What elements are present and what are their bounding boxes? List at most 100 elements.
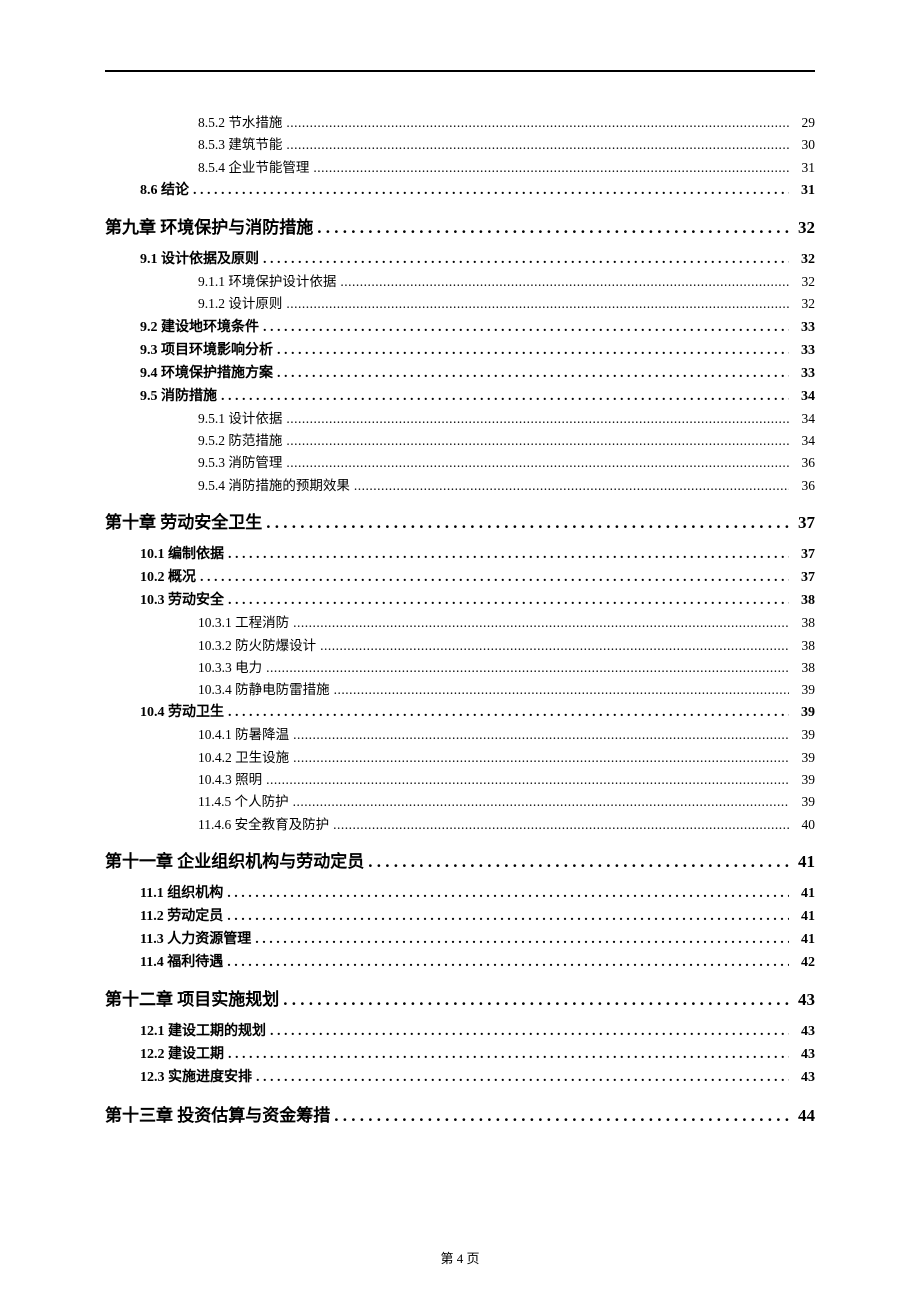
toc-entry: 第十一章 企业组织机构与劳动定员41 [105,848,815,876]
toc-entry-page: 38 [793,589,815,612]
toc-entry-label: 11.4 福利待遇 [140,951,223,974]
toc-entry: 9.2 建设地环境条件 33 [105,316,815,339]
toc-entry-page: 34 [793,408,815,430]
toc-leader-dots [266,657,789,679]
toc-leader-dots [313,157,789,179]
toc-entry-page: 39 [793,679,815,701]
toc-leader-dots [263,248,789,271]
toc-leader-dots [286,112,789,134]
toc-leader-dots [286,134,789,156]
toc-entry-label: 12.2 建设工期 [140,1043,224,1066]
toc-entry-label: 8.5.4 企业节能管理 [198,157,309,179]
toc-leader-dots [317,214,789,242]
toc-entry: 11.2 劳动定员41 [105,905,815,928]
toc-entry: 10.1 编制依据37 [105,543,815,566]
toc-leader-dots [263,316,789,339]
toc-entry-page: 31 [793,157,815,179]
header-rule [105,70,815,72]
toc-entry-page: 29 [793,112,815,134]
toc-entry: 10.3.4 防静电防雷措施 39 [105,679,815,701]
toc-entry-label: 9.4 环境保护措施方案 [140,362,273,385]
page-footer: 第 4 页 [0,1248,920,1267]
toc-entry: 第十章 劳动安全卫生37 [105,509,815,537]
toc-entry: 9.4 环境保护措施方案 33 [105,362,815,385]
toc-entry-page: 38 [793,635,815,657]
toc-entry-page: 43 [793,1020,815,1043]
toc-entry-page: 39 [793,769,815,791]
toc-entry-label: 9.5 消防措施 [140,385,217,408]
toc-entry-label: 9.2 建设地环境条件 [140,316,259,339]
toc-entry: 10.3.3 电力38 [105,657,815,679]
toc-entry-page: 32 [793,293,815,315]
toc-entry-label: 8.6 结论 [140,179,189,202]
toc-entry: 11.4.5 个人防护39 [105,791,815,813]
toc-entry-page: 44 [793,1102,815,1130]
toc-entry: 10.4.2 卫生设施 39 [105,747,815,769]
toc-leader-dots [277,362,789,385]
toc-entry-page: 43 [793,1066,815,1089]
toc-entry-page: 38 [793,657,815,679]
toc-entry-label: 9.1.2 设计原则 [198,293,282,315]
toc-entry: 10.4.1 防暑降温 39 [105,724,815,746]
toc-entry-label: 9.5.1 设计依据 [198,408,282,430]
toc-entry-label: 第十一章 企业组织机构与劳动定员 [105,848,364,876]
toc-leader-dots [340,271,789,293]
toc-entry: 9.5.1 设计依据 34 [105,408,815,430]
toc-leader-dots [283,986,789,1014]
toc-leader-dots [256,1066,789,1089]
table-of-contents: 8.5.2 节水措施298.5.3 建筑节能308.5.4 企业节能管理318.… [105,112,815,1130]
toc-entry: 第十二章 项目实施规划43 [105,986,815,1014]
toc-entry-page: 37 [793,543,815,566]
toc-leader-dots [293,612,789,634]
toc-entry: 8.5.3 建筑节能30 [105,134,815,156]
toc-entry-label: 10.3 劳动安全 [140,589,224,612]
toc-entry-page: 40 [793,814,815,836]
toc-entry: 11.1 组织机构41 [105,882,815,905]
toc-entry-page: 32 [793,248,815,271]
toc-entry-page: 33 [793,362,815,385]
toc-entry-label: 11.1 组织机构 [140,882,223,905]
toc-entry-label: 9.1.1 环境保护设计依据 [198,271,336,293]
toc-leader-dots [293,747,789,769]
toc-entry: 9.5.4 消防措施的预期效果36 [105,475,815,497]
toc-entry-page: 39 [793,724,815,746]
toc-entry: 10.2 概况 37 [105,566,815,589]
toc-leader-dots [228,701,789,724]
toc-entry-label: 10.4.2 卫生设施 [198,747,289,769]
toc-entry: 10.3.2 防火防爆设计38 [105,635,815,657]
toc-entry: 9.5.2 防范措施34 [105,430,815,452]
toc-entry-label: 11.4.5 个人防护 [198,791,289,813]
toc-leader-dots [368,848,789,876]
toc-leader-dots [266,769,789,791]
toc-entry-label: 第十三章 投资估算与资金筹措 [105,1102,330,1130]
toc-entry-page: 39 [793,747,815,769]
toc-entry: 9.1.1 环境保护设计依据 32 [105,271,815,293]
toc-leader-dots [333,814,789,836]
toc-entry-label: 8.5.2 节水措施 [198,112,282,134]
toc-entry-label: 9.1 设计依据及原则 [140,248,259,271]
toc-leader-dots [354,475,789,497]
toc-entry: 8.5.2 节水措施 29 [105,112,815,134]
toc-entry: 8.5.4 企业节能管理 31 [105,157,815,179]
toc-entry-label: 10.4.3 照明 [198,769,262,791]
toc-entry-page: 37 [793,566,815,589]
toc-entry-label: 12.3 实施进度安排 [140,1066,252,1089]
toc-entry-label: 9.5.3 消防管理 [198,452,282,474]
toc-entry-label: 10.2 概况 [140,566,196,589]
toc-entry-label: 10.4.1 防暑降温 [198,724,289,746]
toc-entry: 第十三章 投资估算与资金筹措 44 [105,1102,815,1130]
toc-entry-page: 43 [793,986,815,1014]
toc-entry-page: 41 [793,928,815,951]
toc-entry-label: 11.3 人力资源管理 [140,928,251,951]
toc-leader-dots [193,179,789,202]
toc-leader-dots [293,791,789,813]
toc-entry-page: 33 [793,339,815,362]
toc-entry: 9.5.3 消防管理36 [105,452,815,474]
toc-entry: 9.1 设计依据及原则 32 [105,248,815,271]
toc-entry-label: 10.3.4 防静电防雷措施 [198,679,330,701]
toc-leader-dots [228,543,789,566]
toc-entry: 12.3 实施进度安排 43 [105,1066,815,1089]
toc-entry-label: 10.3.1 工程消防 [198,612,289,634]
toc-entry-page: 33 [793,316,815,339]
toc-entry-page: 32 [793,271,815,293]
